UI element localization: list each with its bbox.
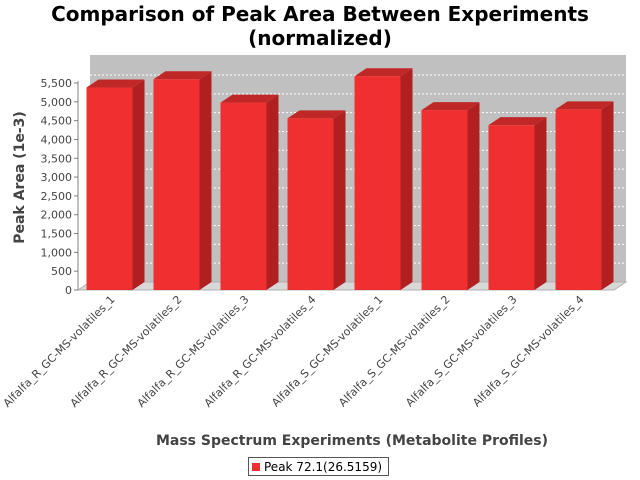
legend: Peak 72.1(26.5159) (248, 457, 389, 476)
bar-front (153, 79, 200, 291)
x-tick-label: Alfalfa_R_GC-MS-volatiles_1 (1, 293, 118, 410)
y-tick-label: 1,500 (41, 228, 73, 241)
bar-front (555, 109, 602, 290)
bar (555, 101, 614, 290)
bar-front (488, 125, 535, 290)
bar-side (467, 102, 480, 291)
bar (421, 102, 480, 291)
bar (86, 79, 145, 291)
bar (287, 110, 346, 291)
bar-top (86, 79, 145, 88)
x-tick-label: Alfalfa_R_GC-MS-volatiles_3 (135, 293, 252, 410)
bar-side (199, 71, 212, 291)
bar-top (287, 110, 346, 119)
x-tick-label: Alfalfa_S_GC-MS-volatiles_3 (403, 293, 519, 409)
bar-top (354, 68, 413, 77)
bar-side (132, 79, 145, 291)
bar (354, 68, 413, 290)
x-axis: Alfalfa_R_GC-MS-volatiles_1Alfalfa_R_GC-… (1, 293, 587, 410)
bar-side (333, 110, 346, 291)
y-tick-label: 1,000 (41, 246, 73, 259)
bar-top (555, 101, 614, 110)
legend-swatch (252, 462, 260, 471)
bar-top (220, 94, 279, 103)
x-tick-label: Alfalfa_S_GC-MS-volatiles_1 (269, 293, 385, 409)
bar-front (354, 76, 401, 290)
x-tick-label: Alfalfa_S_GC-MS-volatiles_4 (470, 293, 586, 409)
bar-front (287, 118, 334, 291)
bar-side (266, 94, 279, 290)
bar-side (534, 117, 547, 290)
bar-front (421, 110, 468, 291)
y-tick-label: 2,000 (41, 209, 73, 222)
y-tick-label: 3,000 (41, 171, 73, 184)
bar-side (400, 68, 413, 290)
bar-top (153, 71, 212, 80)
bar (220, 94, 279, 290)
y-tick-label: 500 (51, 265, 72, 278)
bar (153, 71, 212, 291)
y-axis-label: Peak Area (1e-3) (12, 111, 28, 244)
x-tick-label: Alfalfa_S_GC-MS-volatiles_2 (336, 293, 452, 409)
legend-label: Peak 72.1(26.5159) (264, 459, 383, 474)
bar-top (488, 117, 547, 126)
y-axis: 0 500 1,000 1,500 2,000 2,500 3,000 3,500 4,000 4… (41, 77, 79, 297)
bar-top (421, 102, 480, 111)
y-tick-label: 5,500 (41, 77, 73, 90)
x-tick-label: Alfalfa_R_GC-MS-volatiles_2 (68, 293, 185, 410)
y-tick-label: 4,000 (41, 133, 73, 146)
y-tick-label: 2,500 (41, 190, 73, 203)
chart-title-line-1: Comparison of Peak Area Between Experime… (51, 2, 589, 26)
bar-side (601, 101, 614, 290)
bar-front (220, 102, 267, 290)
y-tick-label: 4,500 (41, 115, 73, 128)
x-tick-label: Alfalfa_R_GC-MS-volatiles_4 (202, 293, 319, 410)
bar (488, 117, 547, 290)
chart-title-line-2: (normalized) (248, 26, 392, 50)
bar-front (86, 87, 133, 291)
y-tick-label: 5,000 (41, 96, 73, 109)
y-tick-label: 0 (65, 284, 72, 297)
x-axis-label: Mass Spectrum Experiments (Metabolite Pr… (156, 433, 548, 449)
bars (86, 68, 614, 291)
chart-title: Comparison of Peak Area Between Experime… (0, 2, 640, 50)
y-tick-label: 3,500 (41, 152, 73, 165)
